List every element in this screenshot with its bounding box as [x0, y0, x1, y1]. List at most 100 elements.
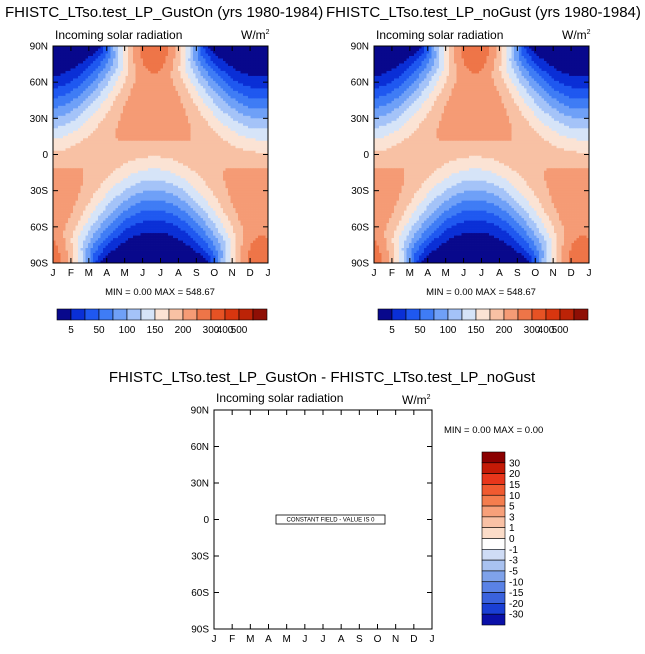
field-cell: [148, 46, 151, 49]
field-cell: [118, 188, 121, 192]
field-cell: [253, 75, 256, 79]
field-cell: [75, 160, 79, 164]
field-cell: [118, 128, 121, 132]
field-cell: [178, 168, 181, 172]
field-cell: [240, 173, 244, 177]
field-cell: [198, 135, 201, 139]
field-cell: [220, 183, 224, 187]
field-cell: [158, 135, 161, 139]
field-cell: [93, 75, 96, 79]
field-cell: [180, 145, 184, 149]
field-cell: [133, 98, 136, 102]
field-cell: [250, 133, 254, 137]
field-cell: [60, 163, 64, 167]
field-cell: [180, 83, 184, 87]
field-cell: [240, 148, 244, 152]
field-cell: [168, 143, 171, 147]
field-cell: [55, 158, 59, 162]
field-cell: [183, 173, 186, 177]
field-cell: [150, 150, 154, 154]
field-cell: [225, 183, 229, 187]
field-cell: [93, 175, 96, 179]
field-cell: [245, 110, 249, 114]
field-cell: [143, 145, 146, 149]
field-cell: [220, 83, 224, 87]
field-cell: [95, 93, 99, 97]
field-cell: [185, 178, 189, 182]
field-cell: [248, 138, 251, 142]
field-cell: [88, 68, 91, 72]
field-cell: [163, 95, 166, 99]
field-cell: [240, 105, 244, 109]
field-cell: [168, 90, 171, 94]
field-cell: [88, 88, 91, 92]
field-cell: [265, 163, 268, 167]
field-cell: [175, 105, 179, 109]
field-cell: [175, 90, 179, 94]
field-cell: [255, 75, 259, 79]
field-cell: [238, 150, 241, 154]
field-cell: [53, 73, 56, 77]
field-cell: [160, 108, 164, 112]
field-cell: [233, 108, 236, 112]
field-cell: [108, 165, 111, 169]
field-cell: [160, 163, 164, 167]
field-cell: [160, 148, 164, 152]
field-cell: [213, 170, 216, 174]
field-cell: [250, 130, 254, 134]
field-cell: [203, 80, 206, 84]
field-cell: [230, 98, 234, 102]
field-cell: [108, 183, 111, 187]
field-cell: [83, 103, 86, 107]
field-cell: [255, 150, 259, 154]
field-cell: [188, 110, 191, 114]
field-cell: [65, 63, 69, 67]
field-cell: [103, 73, 106, 77]
field-cell: [210, 160, 214, 164]
field-cell: [58, 108, 61, 112]
field-cell: [183, 145, 186, 149]
field-cell: [135, 118, 139, 122]
field-cell: [253, 50, 256, 54]
field-cell: [195, 55, 199, 59]
field-cell: [263, 173, 266, 177]
field-cell: [260, 55, 264, 59]
field-cell: [203, 115, 206, 119]
field-cell: [88, 128, 91, 132]
field-cell: [148, 100, 151, 104]
field-cell: [188, 63, 191, 67]
field-cell: [68, 63, 71, 67]
field-cell: [205, 58, 209, 62]
field-cell: [173, 163, 176, 167]
field-cell: [238, 118, 241, 122]
field-cell: [210, 95, 214, 99]
field-cell: [185, 78, 189, 82]
field-cell: [83, 115, 86, 119]
field-cell: [175, 148, 179, 152]
field-cell: [243, 68, 246, 72]
field-cell: [203, 65, 206, 69]
field-cell: [135, 133, 139, 137]
field-cell: [185, 46, 189, 49]
field-cell: [218, 160, 221, 164]
field-cell: [53, 65, 56, 69]
field-cell: [153, 108, 156, 112]
field-cell: [70, 80, 74, 84]
field-cell: [223, 50, 226, 54]
field-cell: [63, 85, 66, 89]
field-cell: [118, 83, 121, 87]
field-cell: [150, 143, 154, 147]
field-cell: [255, 90, 259, 94]
field-cell: [160, 188, 164, 192]
field-cell: [110, 83, 114, 87]
field-cell: [258, 188, 261, 192]
field-cell: [138, 143, 141, 147]
field-cell: [108, 118, 111, 122]
field-cell: [63, 75, 66, 79]
field-cell: [200, 115, 204, 119]
field-cell: [185, 155, 189, 159]
field-cell: [88, 98, 91, 102]
field-cell: [178, 68, 181, 72]
field-cell: [260, 128, 264, 132]
field-cell: [238, 83, 241, 87]
